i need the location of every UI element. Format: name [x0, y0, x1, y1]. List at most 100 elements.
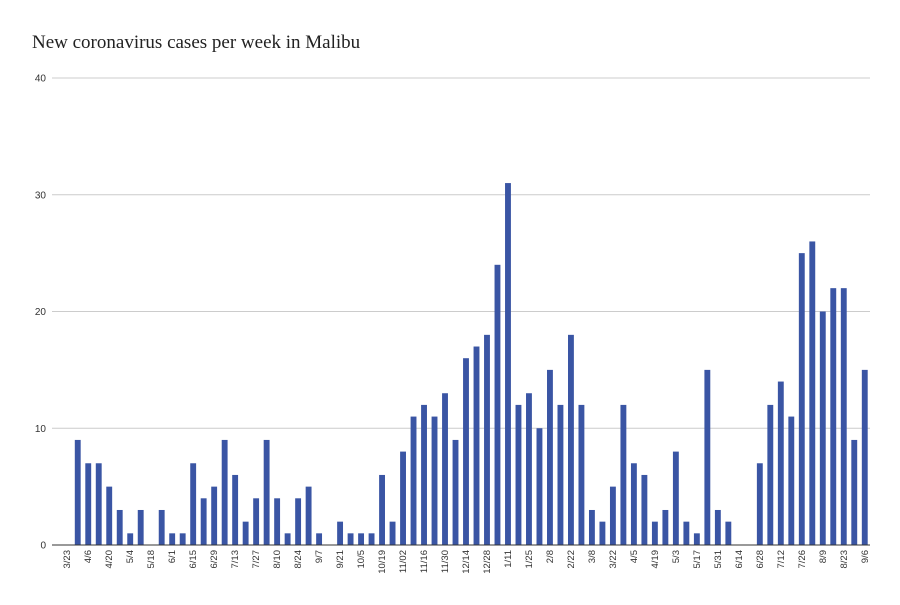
bar	[798, 253, 805, 546]
bar	[242, 521, 249, 545]
x-tick-label: 12/28	[482, 550, 493, 574]
bar	[410, 416, 417, 545]
x-tick-label: 8/10	[272, 550, 283, 569]
bar	[683, 521, 690, 545]
bar	[337, 521, 344, 545]
x-tick-label: 7/27	[251, 550, 262, 569]
x-tick-label: 4/19	[650, 550, 661, 569]
x-tick-label: 1/11	[503, 550, 514, 568]
x-tick-label: 3/23	[62, 550, 73, 569]
x-tick-label: 1/25	[524, 550, 535, 569]
bar	[505, 183, 511, 545]
bars	[74, 183, 868, 546]
bar	[609, 486, 616, 546]
bar	[651, 521, 658, 545]
x-tick-label: 5/18	[146, 550, 157, 569]
bar	[588, 509, 595, 545]
bar	[95, 463, 102, 545]
x-tick-label: 6/1	[167, 550, 178, 563]
bar	[347, 533, 354, 545]
bar	[116, 509, 123, 545]
x-tick-label: 7/12	[776, 550, 787, 569]
bar	[400, 451, 406, 545]
x-tick-label: 2/22	[566, 550, 577, 569]
x-tick-label: 7/26	[797, 550, 808, 569]
x-tick-label: 6/29	[209, 550, 220, 569]
y-tick-label: 0	[40, 541, 46, 552]
bar	[599, 521, 606, 545]
bar	[389, 521, 396, 545]
bar	[74, 439, 81, 545]
x-tick-label: 11/02	[398, 550, 409, 573]
x-tick-label: 5/4	[125, 550, 136, 563]
bar	[494, 264, 501, 545]
x-tick-label: 8/24	[293, 550, 304, 569]
bar	[295, 498, 302, 545]
x-tick-label: 4/5	[629, 550, 640, 563]
bar	[777, 381, 784, 545]
y-tick-label: 10	[35, 424, 47, 435]
y-tick-label: 40	[35, 74, 47, 85]
bar	[179, 533, 186, 545]
bar	[809, 241, 816, 545]
bar	[421, 404, 427, 545]
bar	[714, 509, 721, 545]
x-tick-label: 2/8	[545, 550, 556, 563]
bar	[861, 369, 868, 546]
x-tick-label: 8/23	[839, 550, 850, 569]
bar	[368, 533, 375, 545]
bar	[819, 311, 826, 545]
bar	[158, 509, 165, 545]
bar	[620, 404, 627, 545]
bar	[536, 428, 543, 545]
bar	[232, 474, 239, 545]
bar	[85, 463, 92, 545]
x-tick-label: 3/8	[587, 550, 598, 563]
bar	[515, 404, 522, 545]
bar	[305, 486, 312, 546]
bar	[756, 463, 763, 545]
bar	[190, 463, 197, 545]
bar	[484, 334, 490, 545]
x-tick-label: 6/15	[188, 550, 199, 569]
bar	[221, 439, 228, 545]
bar	[463, 358, 469, 545]
y-tick-label: 20	[35, 307, 47, 318]
bar	[473, 346, 480, 545]
bar	[442, 393, 448, 545]
x-tick-label: 9/21	[335, 550, 346, 569]
bar	[211, 486, 218, 546]
x-axis: 3/23 4/6 4/20 5/4 5/18 6/1 6/15 6/29 7/13 7/27 8/1…	[52, 544, 871, 574]
bar	[641, 474, 648, 545]
bar	[137, 509, 144, 545]
bar	[662, 509, 669, 545]
bar	[851, 439, 858, 545]
x-tick-label: 5/17	[692, 550, 703, 569]
bar	[169, 533, 176, 545]
x-tick-label: 11/30	[440, 550, 451, 573]
bar	[106, 486, 113, 546]
bar	[557, 404, 564, 545]
y-tick-label: 30	[35, 190, 47, 201]
bar	[358, 533, 365, 545]
x-tick-label: 7/13	[230, 550, 241, 569]
bar	[630, 463, 637, 545]
bar	[693, 533, 700, 545]
x-tick-label: 10/5	[356, 550, 367, 569]
bar	[316, 533, 323, 545]
x-tick-label: 5/31	[713, 550, 724, 569]
x-tick-label: 4/6	[83, 550, 94, 563]
bar	[431, 416, 438, 545]
bar	[127, 533, 134, 545]
bar	[578, 404, 585, 545]
y-axis-ticks: 0 10 20 30 40	[35, 74, 47, 552]
x-tick-label: 6/14	[734, 550, 745, 569]
x-tick-label: 10/19	[377, 550, 388, 574]
x-tick-label: 5/3	[671, 550, 682, 563]
bar	[840, 288, 847, 545]
chart-title: New coronavirus cases per week in Malibu	[32, 32, 361, 53]
x-tick-label: 12/14	[461, 550, 472, 574]
bar	[284, 533, 291, 545]
bar	[274, 498, 281, 545]
